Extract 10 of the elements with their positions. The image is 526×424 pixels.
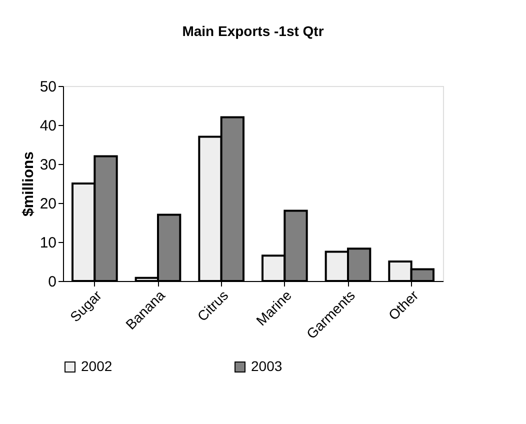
y-tick-label: 50 bbox=[40, 78, 56, 96]
y-tick-label: 40 bbox=[40, 118, 56, 134]
legend-label: 2003 bbox=[251, 358, 282, 374]
y-tick-label: 20 bbox=[40, 196, 56, 212]
y-tick-label: 10 bbox=[40, 234, 56, 252]
y-tick-label: 0 bbox=[48, 274, 56, 290]
legend-label: 2002 bbox=[81, 358, 112, 374]
y-axis-title: $millions bbox=[20, 151, 37, 217]
y-tick-label: 30 bbox=[40, 156, 56, 174]
chart-title: Main Exports -1st Qtr bbox=[182, 23, 324, 39]
